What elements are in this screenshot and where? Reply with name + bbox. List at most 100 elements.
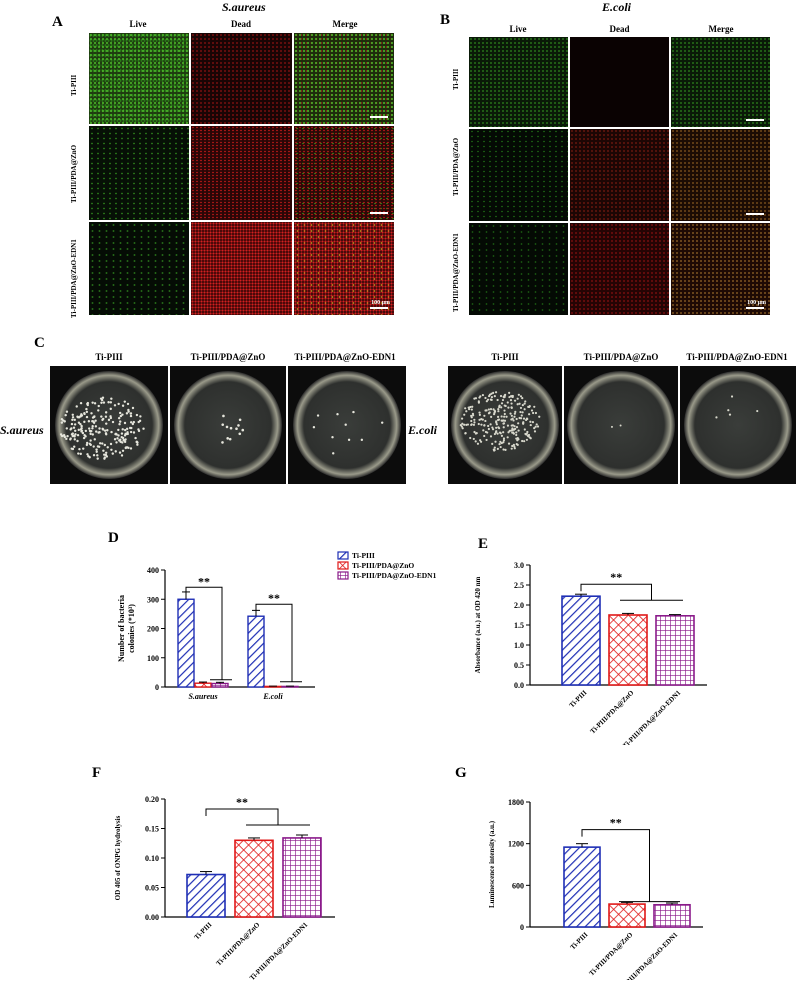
colony xyxy=(490,415,493,418)
plate-dish xyxy=(684,371,792,479)
panel-label-b: B xyxy=(440,12,451,28)
colony xyxy=(129,414,133,418)
colony xyxy=(486,398,490,401)
colony xyxy=(502,395,505,398)
y-tick-label: 0.05 xyxy=(145,884,159,893)
colony xyxy=(495,423,498,426)
colony xyxy=(103,457,106,460)
colony xyxy=(500,406,503,409)
colony xyxy=(101,442,104,445)
colony xyxy=(531,411,535,415)
colony xyxy=(126,402,130,406)
colony xyxy=(502,441,505,444)
colony xyxy=(463,423,466,426)
colony xyxy=(497,410,500,413)
colony xyxy=(516,437,519,440)
colony xyxy=(489,435,493,438)
colony xyxy=(98,442,102,445)
colony xyxy=(494,440,497,443)
colony xyxy=(347,438,351,442)
colony xyxy=(80,430,83,433)
plate-col-2-left: Ti-PIII/PDA@ZnO xyxy=(190,352,266,362)
colony xyxy=(535,423,538,426)
colony xyxy=(472,414,475,417)
colony xyxy=(521,403,524,407)
colony xyxy=(79,401,83,405)
colonies-sparse xyxy=(715,395,759,419)
colony xyxy=(485,438,488,442)
colony xyxy=(225,425,229,429)
colony xyxy=(463,413,466,416)
colony xyxy=(498,431,502,434)
y-axis-label: Absorbance (a.u.) at OD 420 nm xyxy=(474,577,482,674)
colony xyxy=(81,431,85,435)
colony xyxy=(69,438,72,441)
colony xyxy=(85,443,89,447)
image-a-live-3 xyxy=(88,221,190,316)
colony xyxy=(74,433,77,436)
colony xyxy=(129,421,133,424)
colony xyxy=(461,422,464,425)
colony xyxy=(91,420,94,423)
row-label-b-3: Ti-PIII/PDA@ZnO-EDN1 xyxy=(452,233,460,312)
colony xyxy=(137,429,141,433)
colony xyxy=(360,438,364,442)
significance-bracket xyxy=(185,586,223,680)
colony xyxy=(66,434,69,438)
colony xyxy=(110,397,113,400)
image-b-live-3 xyxy=(468,222,569,316)
colony xyxy=(121,436,125,440)
colony xyxy=(730,395,734,398)
colony xyxy=(469,436,472,440)
colony xyxy=(80,413,83,416)
colony xyxy=(137,420,140,424)
col-live-b: Live xyxy=(509,24,527,34)
y-tick-label: 2.5 xyxy=(514,581,524,590)
colony xyxy=(83,420,86,424)
colony xyxy=(62,434,66,437)
image-b-live-1 xyxy=(468,36,569,128)
significance-label: ** xyxy=(610,570,622,584)
colony xyxy=(511,431,514,434)
y-tick-label: 100 xyxy=(147,654,159,663)
colony xyxy=(500,402,504,405)
colony xyxy=(114,450,117,453)
colony xyxy=(226,437,229,440)
colony xyxy=(493,394,496,398)
scale-bar xyxy=(370,116,388,118)
colony xyxy=(238,432,242,436)
colony xyxy=(92,453,96,457)
colony xyxy=(513,412,516,415)
colony xyxy=(506,424,510,427)
plate-col-3-left: Ti-PIII/PDA@ZnO-EDN1 xyxy=(294,352,396,362)
chart-g: 0 600 1200 1800 Luminescence intensity (a.u.… xyxy=(488,798,703,980)
colony xyxy=(107,401,110,404)
x-tick-label: Ti-PIII/PDA@ZnO xyxy=(215,920,262,967)
bar xyxy=(194,682,212,688)
colony xyxy=(106,429,109,432)
colony xyxy=(86,453,89,456)
colony xyxy=(502,431,505,434)
colony xyxy=(478,396,481,399)
panel-label-d: D xyxy=(108,530,119,546)
x-tick-label: Ti-PIII/PDA@ZnO xyxy=(589,688,636,735)
colony xyxy=(131,406,135,410)
plate-row-e-coli xyxy=(448,366,796,484)
colony xyxy=(510,424,513,427)
colony xyxy=(109,415,112,418)
colony xyxy=(512,419,515,422)
colony xyxy=(495,420,498,423)
colony xyxy=(526,430,529,434)
colony xyxy=(124,428,127,432)
colonies-sparse xyxy=(312,410,384,455)
colony xyxy=(120,432,124,435)
colony xyxy=(523,402,526,405)
col-merge-a: Merge xyxy=(332,19,358,29)
colony xyxy=(466,423,470,426)
colony xyxy=(483,414,486,417)
colony xyxy=(529,437,532,440)
y-axis-label: OD 405 of ONPG hydrolysis xyxy=(114,815,122,900)
legend-label: Ti-PIII/PDA@ZnO-EDN1 xyxy=(352,571,437,580)
colony xyxy=(481,393,485,397)
colony xyxy=(124,446,128,449)
